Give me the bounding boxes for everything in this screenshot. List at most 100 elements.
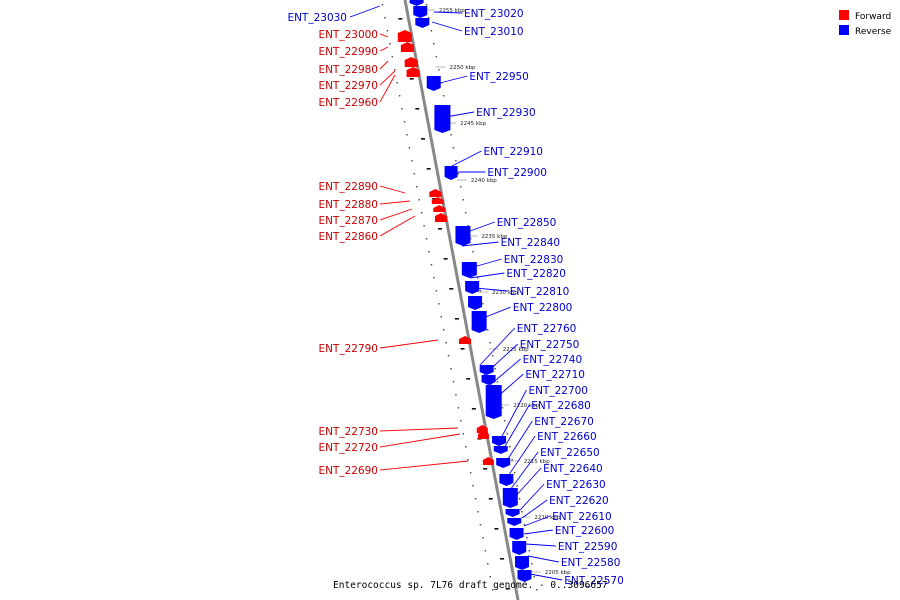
ruler-dot (401, 108, 403, 110)
reverse-gene-label: ENT_22640 (543, 463, 603, 475)
ruler-dash (500, 558, 505, 560)
reverse-leader (469, 272, 505, 279)
ruler-dot (457, 407, 460, 409)
ruler-dot (452, 147, 455, 149)
forward-leader (379, 433, 461, 448)
reverse-leader (439, 111, 475, 119)
ruler-dash (443, 258, 448, 260)
ruler-dot (479, 290, 482, 292)
ruler-dot (531, 563, 533, 565)
legend-forward-label: Forward (855, 12, 891, 22)
reverse-gene-label: ENT_22710 (525, 369, 585, 381)
ruler-dot (462, 433, 465, 435)
ruler-dot (474, 498, 477, 500)
tick-label: 2210 kbp (534, 515, 560, 521)
ruler-dot (469, 238, 472, 240)
ruler-dash (449, 288, 454, 290)
forward-gene-label: ENT_22860 (318, 231, 378, 243)
reverse-leader (477, 306, 511, 321)
reverse-gene (481, 375, 496, 385)
forward-leader (379, 208, 413, 221)
ruler-dot (516, 485, 518, 487)
ruler-dot (464, 212, 467, 214)
forward-gene-label: ENT_22970 (318, 80, 378, 92)
ruler-dot (484, 550, 487, 552)
reverse-gene-label: ENT_22670 (534, 416, 594, 428)
ruler-dash (471, 408, 476, 410)
ruler-dot (435, 290, 438, 292)
reverse-leader (499, 389, 527, 441)
ruler-dot (420, 212, 423, 214)
ruler-dot (411, 160, 413, 162)
ruler-dot (447, 355, 450, 357)
reverse-gene-label: ENT_23030 (287, 12, 347, 24)
reverse-gene-label: ENT_22910 (483, 146, 543, 158)
reverse-gene (509, 528, 524, 540)
reverse-gene-label: ENT_22900 (487, 167, 547, 179)
reverse-leader (509, 451, 539, 491)
reverse-leader (505, 420, 533, 463)
ruler-dot (526, 537, 528, 539)
ruler-dot (479, 524, 482, 526)
ruler-dot (428, 17, 430, 19)
reverse-gene-label: ENT_22760 (517, 323, 577, 335)
tick-label: 2230 kbp (492, 290, 518, 296)
forward-leader (379, 70, 396, 86)
legend: Forward Reverse (839, 10, 892, 37)
reverse-gene-label: ENT_23010 (464, 26, 524, 38)
forward-gene (433, 205, 446, 212)
reverse-gene-label: ENT_22660 (537, 431, 597, 443)
reverse-gene-label: ENT_22610 (552, 511, 612, 523)
ruler-dash (426, 168, 431, 170)
ruler-dot (472, 251, 474, 253)
tick-label: 2255 kbp (439, 8, 465, 14)
reverse-gene (493, 446, 508, 454)
reverse-leader (525, 543, 556, 547)
ruler-dot (460, 186, 462, 188)
ruler-dot (396, 82, 398, 84)
forward-gene-label: ENT_22790 (318, 343, 378, 355)
forward-gene (476, 425, 488, 433)
reverse-gene-label: ENT_22740 (523, 354, 583, 366)
ruler-dot (535, 589, 538, 591)
ruler-dot (425, 238, 428, 240)
ruler-dot (472, 485, 474, 487)
forward-gene-label: ENT_22690 (318, 465, 378, 477)
reverse-gene (455, 226, 471, 246)
forward-leader (379, 339, 439, 349)
forward-gene (400, 42, 414, 52)
ruler-dot (413, 173, 416, 175)
reverse-gene-label: ENT_22830 (504, 254, 564, 266)
ruler-dot (416, 186, 418, 188)
reverse-gene-label: ENT_22570 (564, 575, 624, 587)
forward-gene-label: ENT_22890 (318, 181, 378, 193)
ruler-dash (483, 468, 488, 470)
ruler-dot (450, 368, 452, 370)
ruler-dot (491, 589, 494, 591)
ruler-dot (430, 264, 433, 266)
reverse-gene (461, 262, 477, 278)
gene-features (397, 0, 532, 582)
ruler-dot (455, 394, 457, 396)
ruler-dot (450, 134, 452, 136)
ruler-dot (460, 420, 462, 422)
forward-gene-label: ENT_22990 (318, 46, 378, 58)
ruler-dot (467, 225, 469, 227)
ruler-dot (406, 134, 408, 136)
ruler-dot (528, 550, 531, 552)
forward-gene (404, 57, 418, 67)
forward-leader (379, 185, 406, 194)
ruler-dot (467, 459, 469, 461)
label-leaders (349, 5, 563, 581)
reverse-leader (521, 499, 548, 519)
reverse-leader (461, 241, 499, 247)
ruler-dot (513, 472, 516, 474)
reverse-gene (479, 365, 494, 375)
reverse-leader (523, 515, 551, 527)
ruler-dot (464, 446, 467, 448)
forward-gene-label: ENT_22980 (318, 64, 378, 76)
reverse-gene-label: ENT_22620 (549, 495, 609, 507)
forward-gene (429, 189, 442, 197)
ruler-dot (501, 407, 504, 409)
ruler-dot (482, 303, 484, 305)
